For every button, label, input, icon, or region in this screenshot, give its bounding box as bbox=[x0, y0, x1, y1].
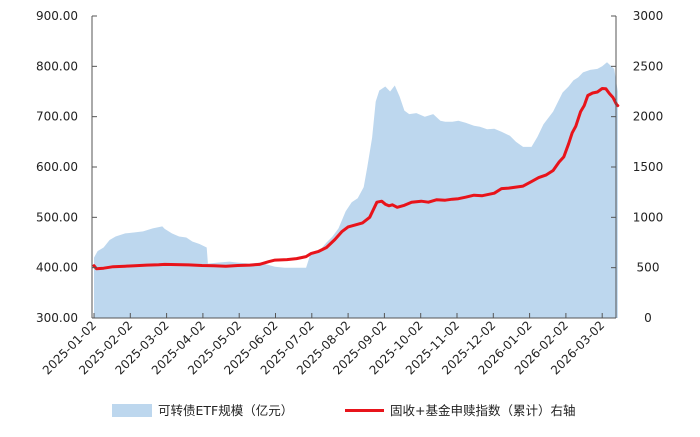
area-layer bbox=[94, 62, 618, 318]
legend-area-swatch bbox=[112, 404, 152, 417]
right-tick-label: 500 bbox=[637, 261, 660, 275]
left-tick-label: 500.00 bbox=[36, 210, 78, 224]
left-axis-ticks: 300.00 400.00 500.00 600.00 700.00 800.00 900.… bbox=[36, 9, 97, 325]
right-axis-ticks: 0 500 1000 1500 2000 2500 3000 bbox=[611, 9, 663, 325]
left-tick-label: 300.00 bbox=[36, 311, 78, 325]
left-tick-label: 600.00 bbox=[36, 160, 78, 174]
x-axis-ticks: 2025-01-022025-02-022025-03-022025-04-02… bbox=[40, 313, 607, 377]
right-tick-label: 1000 bbox=[633, 210, 664, 224]
legend-line-label: 固收+基金申赎指数（累计）右轴 bbox=[390, 403, 575, 418]
left-tick-label: 800.00 bbox=[36, 59, 78, 73]
legend-area-label: 可转债ETF规模（亿元） bbox=[158, 403, 293, 418]
left-tick-label: 700.00 bbox=[36, 110, 78, 124]
right-tick-label: 1500 bbox=[633, 160, 664, 174]
legend: 可转债ETF规模（亿元） 固收+基金申赎指数（累计）右轴 bbox=[112, 403, 575, 418]
area-series-etf-scale bbox=[94, 62, 618, 318]
right-tick-label: 2500 bbox=[633, 59, 664, 73]
right-tick-label: 3000 bbox=[633, 9, 664, 23]
right-tick-label: 0 bbox=[644, 311, 652, 325]
right-tick-label: 2000 bbox=[633, 110, 664, 124]
line-layer bbox=[92, 87, 620, 271]
left-tick-label: 900.00 bbox=[36, 9, 78, 23]
line-series-fund-index bbox=[92, 87, 620, 271]
left-tick-label: 400.00 bbox=[36, 261, 78, 275]
